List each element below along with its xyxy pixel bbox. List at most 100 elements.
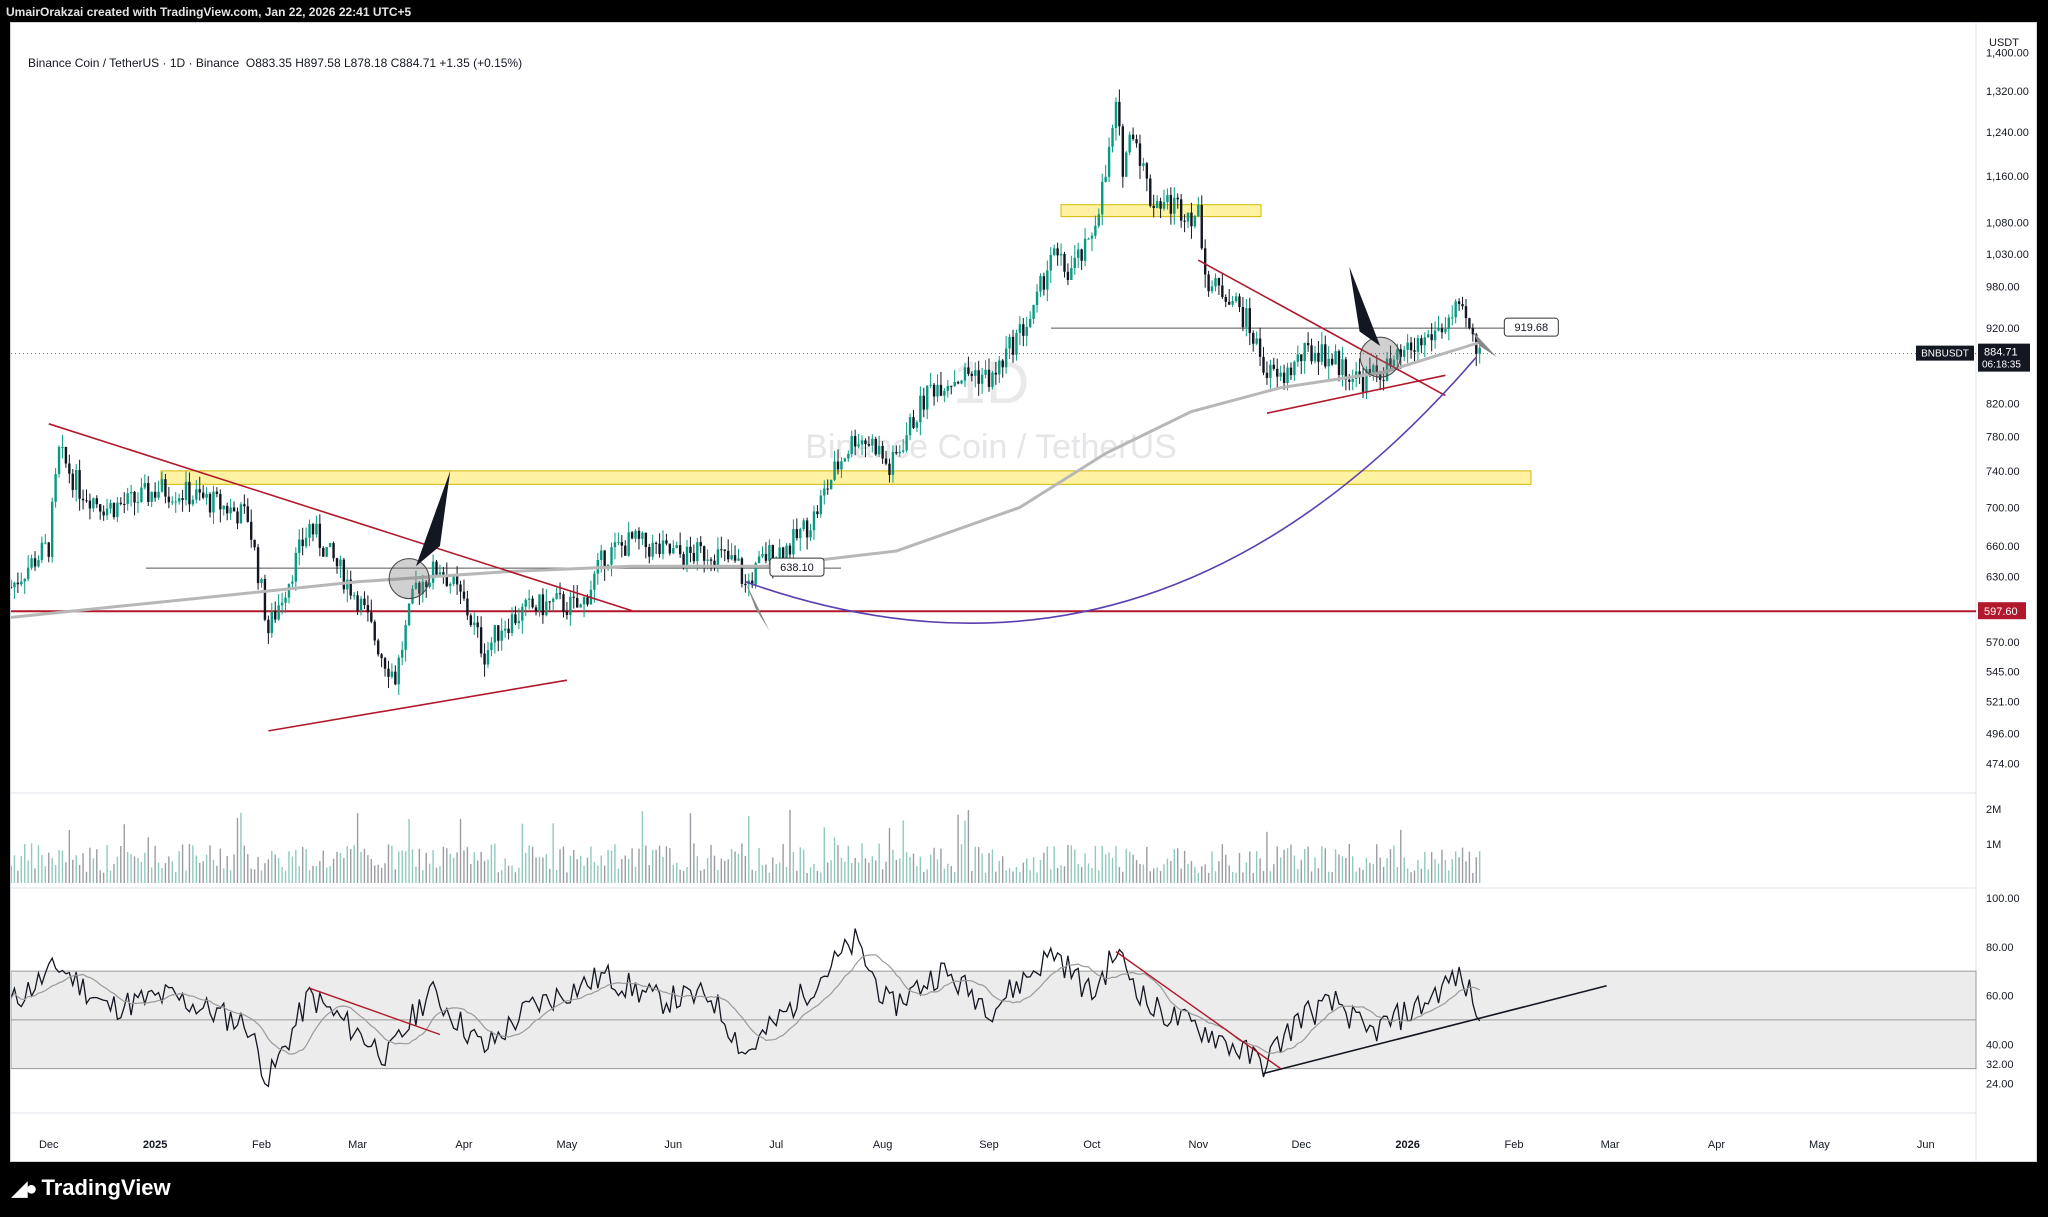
candle-body — [1396, 349, 1399, 360]
candle-body — [1351, 378, 1354, 382]
candle-body — [665, 540, 668, 544]
candle-body — [908, 417, 912, 436]
candle-body — [974, 370, 977, 376]
candle-body — [11, 587, 13, 589]
supply-zone-0 — [160, 470, 1532, 485]
candle-body — [548, 601, 551, 603]
candle-body — [116, 502, 119, 518]
candle-body — [1471, 328, 1475, 335]
last-price-tag — [1978, 343, 2030, 372]
candle-body — [1413, 350, 1416, 352]
candle-body — [157, 491, 160, 498]
candle-body — [1368, 369, 1372, 375]
candle-body — [23, 578, 26, 582]
candle-body — [414, 582, 418, 589]
time-axis-label: May — [1809, 1139, 1830, 1151]
candle-body — [219, 493, 222, 510]
descending-trendline-1 — [48, 423, 633, 612]
candle-body — [315, 523, 318, 535]
price-tick-label: 1,160.00 — [1986, 171, 2029, 183]
candle-body — [802, 520, 805, 530]
ohlc-values: O883.35 H897.58 L878.18 C884.71 +1.35 (+… — [245, 56, 523, 70]
candle-body — [531, 598, 534, 608]
rsi-descending-trendline — [1115, 951, 1282, 1070]
candle-body — [129, 491, 133, 494]
chart-frame: 1D Binance Coin / TetherUS 638.10 919.68 1,4… — [10, 22, 2037, 1162]
down-arrow-icon — [415, 470, 451, 567]
candle-body — [1004, 348, 1008, 368]
rsi-ascending-trendline — [1263, 984, 1607, 1075]
time-axis-label: Mar — [348, 1139, 367, 1151]
candle-body — [277, 605, 280, 620]
candle-body — [421, 581, 424, 594]
candle-body — [692, 552, 696, 562]
candle-body — [123, 503, 126, 505]
candle-body — [634, 530, 637, 539]
candle-body — [71, 473, 74, 490]
candle-body — [682, 554, 685, 566]
candle-body — [812, 511, 816, 531]
candle-body — [600, 550, 603, 560]
highlight-circle — [1359, 336, 1401, 378]
candle-body — [143, 482, 147, 488]
candle-body — [346, 579, 349, 590]
candle-body — [181, 498, 184, 501]
candle-body — [26, 567, 30, 579]
down-arrow-icon — [1349, 266, 1381, 347]
candle-body — [788, 545, 792, 555]
candle-body — [99, 504, 102, 512]
price-tick-label: 740.00 — [1986, 466, 2020, 478]
candle-body — [689, 546, 692, 553]
tradingview-logo[interactable]: ◢● TradingView — [12, 1175, 171, 1201]
candle-body — [16, 582, 20, 585]
candle-body — [335, 558, 339, 567]
candle-body — [891, 451, 895, 476]
candle-body — [280, 602, 284, 606]
candle-body — [232, 507, 236, 512]
candle-body — [483, 653, 486, 665]
candle-body — [579, 604, 582, 608]
candle-body — [1080, 249, 1083, 261]
candle-body — [637, 530, 641, 539]
candle-body — [1478, 347, 1481, 354]
candle-body — [1138, 143, 1142, 166]
candle-body — [1403, 349, 1406, 357]
last-price-label: 884.71 — [1984, 347, 2018, 359]
candle-body — [816, 511, 819, 515]
candle-body — [81, 498, 85, 501]
candle-body — [932, 384, 936, 397]
candle-body — [1327, 358, 1330, 367]
chart-svg[interactable]: 1D Binance Coin / TetherUS 638.10 919.68 1,4… — [11, 23, 2036, 1161]
candle-body — [400, 649, 404, 658]
candle-body — [939, 384, 943, 396]
candle-body — [1056, 248, 1059, 256]
candle-body — [1039, 276, 1042, 292]
time-axis-label: Feb — [252, 1139, 271, 1151]
candle-body — [205, 494, 208, 498]
candle-body — [833, 461, 836, 480]
candle-body — [778, 547, 781, 560]
pointer-arrow-icon — [1472, 331, 1497, 358]
time-axis-label: Dec — [1291, 1139, 1311, 1151]
time-axis-label: Mar — [1601, 1139, 1620, 1151]
candle-body — [1186, 212, 1190, 222]
candle-body — [1028, 318, 1032, 327]
candle-body — [136, 502, 140, 504]
candle-body — [376, 640, 380, 655]
candle-body — [792, 529, 795, 555]
candle-body — [929, 384, 932, 386]
price-tick-label: 920.00 — [1986, 323, 2020, 335]
candle-body — [356, 595, 359, 611]
candle-body — [78, 470, 81, 499]
descending-trendline-2 — [1197, 259, 1446, 397]
candle-body — [95, 498, 98, 505]
candle-body — [435, 561, 438, 575]
level-label-638: 638.10 — [780, 562, 814, 574]
time-axis-label: Jun — [1917, 1139, 1935, 1151]
candle-body — [1468, 318, 1471, 329]
candle-body — [325, 546, 328, 557]
candle-body — [1334, 351, 1337, 365]
candle-body — [308, 524, 311, 538]
candle-body — [1451, 317, 1454, 319]
candle-body — [1042, 276, 1046, 290]
